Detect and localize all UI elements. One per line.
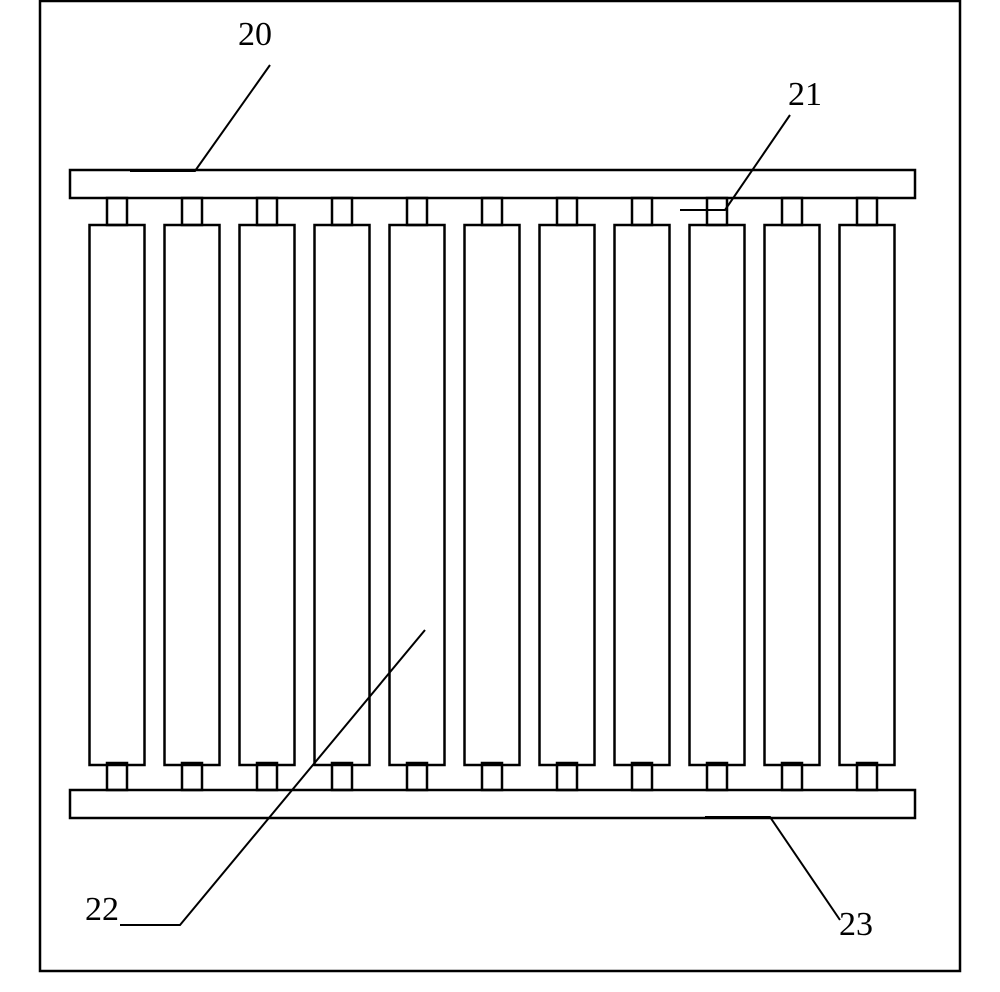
label-22: 22 bbox=[85, 891, 119, 928]
roller-body bbox=[465, 225, 520, 765]
roller-stub-top bbox=[332, 198, 352, 225]
callout-21: 21 bbox=[680, 76, 822, 210]
roller-stub-bottom bbox=[182, 763, 202, 790]
roller bbox=[690, 198, 745, 790]
leader-20 bbox=[130, 65, 270, 171]
roller bbox=[240, 198, 295, 790]
roller-stub-top bbox=[407, 198, 427, 225]
roller-stub-bottom bbox=[632, 763, 652, 790]
roller bbox=[840, 198, 895, 790]
roller bbox=[90, 198, 145, 790]
bottom-bar bbox=[70, 790, 915, 818]
roller-stub-top bbox=[557, 198, 577, 225]
roller bbox=[315, 198, 370, 790]
roller-body bbox=[840, 225, 895, 765]
figure-frame bbox=[40, 1, 960, 971]
callout-20: 20 bbox=[130, 16, 272, 171]
roller-stub-bottom bbox=[782, 763, 802, 790]
roller-stub-top bbox=[257, 198, 277, 225]
roller bbox=[390, 198, 445, 790]
roller-stub-top bbox=[857, 198, 877, 225]
roller-body bbox=[540, 225, 595, 765]
leader-21 bbox=[680, 115, 790, 210]
roller-body bbox=[315, 225, 370, 765]
roller-stub-top bbox=[182, 198, 202, 225]
roller-stub-bottom bbox=[332, 763, 352, 790]
label-20: 20 bbox=[238, 16, 272, 53]
callout-23: 23 bbox=[705, 817, 873, 943]
roller-stub-bottom bbox=[857, 763, 877, 790]
callout-22: 22 bbox=[85, 630, 425, 928]
roller-body bbox=[240, 225, 295, 765]
roller-body bbox=[690, 225, 745, 765]
roller-stub-top bbox=[632, 198, 652, 225]
roller bbox=[465, 198, 520, 790]
roller-stub-bottom bbox=[707, 763, 727, 790]
roller-stub-bottom bbox=[107, 763, 127, 790]
roller-body bbox=[615, 225, 670, 765]
roller bbox=[615, 198, 670, 790]
roller-body bbox=[390, 225, 445, 765]
roller-stub-top bbox=[707, 198, 727, 225]
roller-body bbox=[765, 225, 820, 765]
roller-stub-top bbox=[107, 198, 127, 225]
roller-body bbox=[165, 225, 220, 765]
roller-body bbox=[90, 225, 145, 765]
roller bbox=[165, 198, 220, 790]
label-23: 23 bbox=[839, 906, 873, 943]
roller-stub-bottom bbox=[407, 763, 427, 790]
leader-23 bbox=[705, 817, 840, 920]
roller-stub-top bbox=[782, 198, 802, 225]
roller-stub-bottom bbox=[482, 763, 502, 790]
roller-stub-bottom bbox=[557, 763, 577, 790]
roller-stub-bottom bbox=[257, 763, 277, 790]
label-21: 21 bbox=[788, 76, 822, 113]
roller bbox=[540, 198, 595, 790]
top-bar bbox=[70, 170, 915, 198]
roller-stub-top bbox=[482, 198, 502, 225]
roller bbox=[765, 198, 820, 790]
